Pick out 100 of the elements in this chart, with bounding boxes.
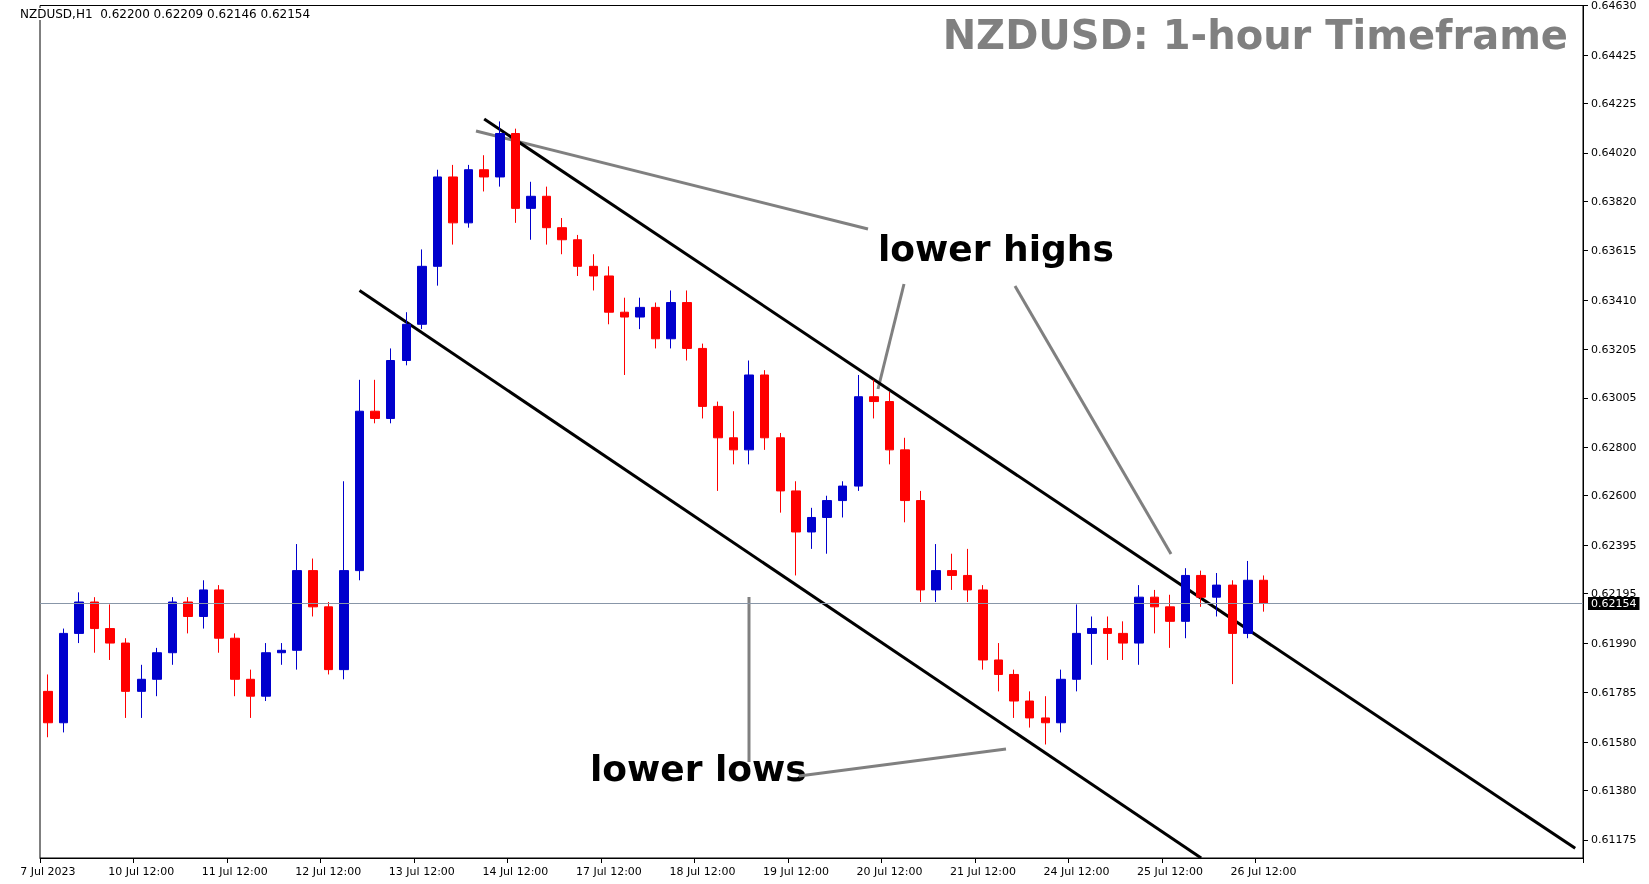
x-tick-label: 25 Jul 12:00 [1136,865,1203,878]
x-tick-label: 20 Jul 12:00 [856,865,923,878]
candlestick [417,248,427,330]
candlestick [199,579,208,630]
candlestick [59,628,68,733]
candlestick [557,217,567,255]
candlestick [1103,616,1112,661]
candlestick [90,596,99,654]
y-tick-label: 0.61175 [1591,833,1637,847]
candlestick [386,347,395,424]
ref-line-label: 0.62154 [1591,596,1637,610]
candlestick [776,432,785,514]
candlestick [698,343,707,419]
candlestick [183,596,193,634]
candlestick [542,186,551,246]
x-tick-label: 26 Jul 12:00 [1230,865,1297,878]
chart-title: NZDUSD: 1-hour Timeframe [942,12,1569,58]
candlestick [807,507,816,550]
x-tick-label: 13 Jul 12:00 [388,865,455,878]
y-tick-label: 0.63615 [1591,244,1637,258]
candlestick [1196,570,1206,608]
y-tick-label: 0.62395 [1591,538,1637,552]
y-tick-label: 0.62800 [1591,440,1637,454]
candlestick [402,311,411,366]
y-tick-label: 0.63820 [1591,194,1637,208]
candlestick [214,584,224,654]
y-tick-label: 0.64630 [1591,0,1637,12]
y-tick-label: 0.64020 [1591,146,1637,160]
x-tick-label: 10 Jul 12:00 [108,865,175,878]
candlestick [791,480,801,576]
candlestick [822,495,832,555]
candlestick [464,164,473,229]
candlestick [1056,669,1066,733]
candlestick [869,379,879,419]
candlestick [105,603,115,661]
candlestick [1087,616,1097,666]
candlestick [666,289,676,349]
candlestick [511,128,520,224]
candlestick [682,289,692,362]
candlestick [931,543,941,603]
candlestick [963,548,972,603]
y-tick-label: 0.61580 [1591,735,1637,749]
candlestick [355,379,364,581]
candlestick [137,664,146,719]
candlestick [713,401,723,492]
candlestick [1009,669,1019,719]
y-tick-label: 0.63410 [1591,293,1637,307]
candlestick [1041,695,1050,745]
candlestick [729,410,738,465]
candlestick [1134,584,1144,666]
candlestick [370,379,380,424]
candlestick [1243,560,1253,639]
candlestick [1025,690,1034,729]
candlestick [1181,567,1190,639]
candlestick [479,154,489,192]
y-tick-label: 0.63005 [1591,391,1637,405]
candlestick [1165,594,1175,649]
candlestick [978,584,988,671]
x-tick-label: 7 Jul 2023 [20,865,76,878]
x-tick-label: 24 Jul 12:00 [1043,865,1110,878]
x-tick-label: 17 Jul 12:00 [575,865,642,878]
x-tick-label: 19 Jul 12:00 [762,865,829,878]
y-tick-label: 0.61380 [1591,783,1637,797]
candlestick [994,642,1003,692]
candlestick [277,642,286,666]
annotation: NZDUSD,H1 0.62200 0.62209 0.62146 0.62154 [20,7,311,21]
candlestick [854,374,863,492]
candlestick [760,369,769,451]
y-tick-label: 0.63205 [1591,343,1637,357]
candlestick [292,543,302,671]
candlestick [900,437,910,523]
candlestick [1118,620,1128,661]
candlestick [1072,603,1081,692]
candlestick [916,490,925,603]
y-tick-label: 0.61785 [1591,686,1637,700]
candlestick [448,164,458,246]
x-tick-label: 21 Jul 12:00 [949,865,1016,878]
x-tick-label: 14 Jul 12:00 [482,865,549,878]
candlestick [838,480,847,518]
candlestick [43,673,53,738]
candlestick [230,632,240,697]
candlestick [261,642,271,702]
candlestick [74,591,84,644]
candlestick [604,265,614,325]
y-tick-label: 0.61990 [1591,636,1637,650]
candlestick [324,601,333,675]
candlestick [1228,579,1237,685]
candlestick [1150,589,1159,634]
annotation: lower highs [878,227,1114,269]
candlestick [168,596,177,666]
candlestick [526,181,536,241]
candlestick [308,558,318,617]
candlestick [589,253,598,291]
candlestick [121,637,130,719]
x-tick-label: 12 Jul 12:00 [295,865,362,878]
candlestick [433,169,442,287]
candlestick [152,647,162,697]
y-tick-label: 0.64225 [1591,96,1637,110]
y-tick-label: 0.64425 [1591,48,1637,62]
candlestick [339,480,349,680]
